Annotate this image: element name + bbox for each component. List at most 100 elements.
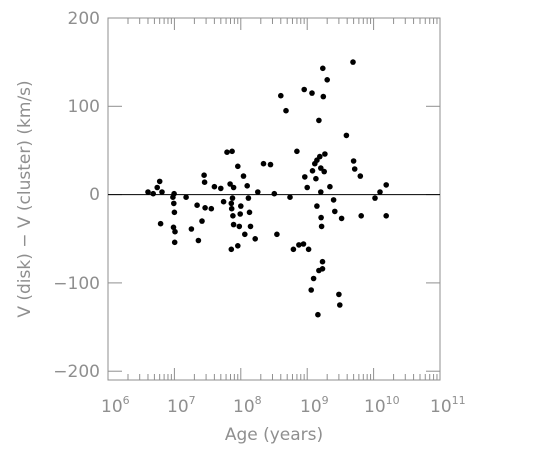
data-point	[171, 200, 177, 207]
data-point	[229, 148, 235, 155]
y-tick-labels: 200 100 0 −100 −200	[53, 9, 100, 382]
data-point	[377, 189, 383, 195]
data-point	[372, 195, 378, 201]
data-point	[309, 90, 315, 96]
data-point	[230, 184, 237, 191]
data-point	[235, 163, 241, 170]
data-point	[188, 226, 195, 232]
data-point	[267, 161, 274, 168]
y-tick-label: 0	[89, 185, 100, 205]
data-point	[318, 214, 324, 221]
data-point	[318, 223, 325, 230]
data-point	[172, 228, 178, 235]
data-point	[228, 200, 235, 207]
data-point	[318, 189, 324, 195]
data-point	[271, 190, 278, 197]
x-tick-label: 109	[300, 394, 329, 417]
data-point	[309, 168, 316, 174]
data-point	[357, 173, 364, 179]
data-point	[319, 258, 326, 265]
data-point	[159, 189, 165, 195]
x-tick-label: 107	[167, 394, 196, 417]
data-point	[320, 65, 326, 72]
data-point	[208, 205, 215, 212]
data-point	[194, 202, 200, 208]
data-point	[227, 181, 233, 187]
data-point	[183, 194, 189, 200]
data-point	[236, 223, 243, 230]
x-minor-ticks	[127, 18, 438, 380]
data-point	[171, 239, 178, 246]
data-point	[314, 203, 320, 209]
data-point	[383, 182, 390, 188]
x-axis-label: Age (years)	[225, 425, 323, 445]
data-point	[315, 311, 321, 318]
x-tick-label: 1011	[430, 394, 466, 417]
data-point	[201, 172, 207, 178]
data-point	[321, 168, 328, 175]
data-point	[154, 184, 160, 191]
data-point	[350, 158, 357, 164]
data-point	[296, 242, 302, 248]
y-tick-label: −100	[53, 274, 100, 294]
data-point	[294, 148, 300, 155]
y-axis-label: V (disk) − V (cluster) (km/s)	[15, 80, 35, 317]
data-point	[238, 203, 244, 209]
data-point	[235, 243, 241, 249]
data-point	[218, 185, 224, 192]
data-point	[244, 183, 250, 189]
data-point	[228, 246, 235, 253]
data-point	[383, 213, 390, 219]
data-point	[336, 291, 342, 298]
data-point	[150, 190, 156, 197]
data-point	[170, 224, 177, 231]
data-point	[199, 218, 205, 224]
data-point	[302, 174, 308, 180]
data-point	[317, 153, 323, 160]
x-tick-label: 108	[233, 394, 262, 417]
data-point	[304, 184, 311, 191]
plot-frame	[107, 17, 441, 381]
data-point	[319, 266, 326, 272]
data-point	[228, 205, 235, 212]
data-point	[283, 107, 289, 114]
data-point	[171, 209, 178, 216]
data-point	[252, 236, 258, 242]
data-point	[260, 160, 267, 167]
data-point	[322, 151, 328, 157]
data-point	[211, 183, 218, 190]
data-point	[318, 165, 324, 171]
data-point	[157, 220, 164, 227]
y-tick-label: −200	[53, 362, 100, 382]
data-point	[246, 209, 253, 216]
data-point	[171, 190, 177, 197]
data-point	[343, 132, 350, 139]
data-point	[337, 302, 343, 308]
x-major-ticks	[107, 18, 441, 380]
data-point	[230, 213, 236, 219]
x-tick-label: 1010	[364, 394, 400, 417]
data-point	[358, 213, 365, 219]
data-point	[330, 197, 337, 203]
data-point	[201, 179, 208, 185]
data-point	[245, 195, 252, 201]
data-point	[338, 215, 345, 222]
data-point	[230, 221, 237, 228]
y-tick-label: 200	[68, 9, 100, 29]
x-tick-labels: 106 107 108 109 1010 1011	[101, 394, 466, 417]
y-tick-label: 100	[68, 97, 100, 117]
data-point	[316, 117, 322, 124]
data-point	[305, 246, 312, 253]
data-point	[320, 93, 327, 100]
data-point	[351, 166, 358, 172]
data-point	[237, 211, 243, 217]
data-point	[332, 208, 338, 215]
data-point	[350, 59, 356, 65]
data-point	[301, 86, 308, 93]
data-point	[310, 275, 317, 282]
data-point	[254, 189, 261, 195]
x-tick-label: 106	[101, 394, 130, 417]
data-point	[224, 149, 230, 155]
data-point	[278, 92, 284, 99]
